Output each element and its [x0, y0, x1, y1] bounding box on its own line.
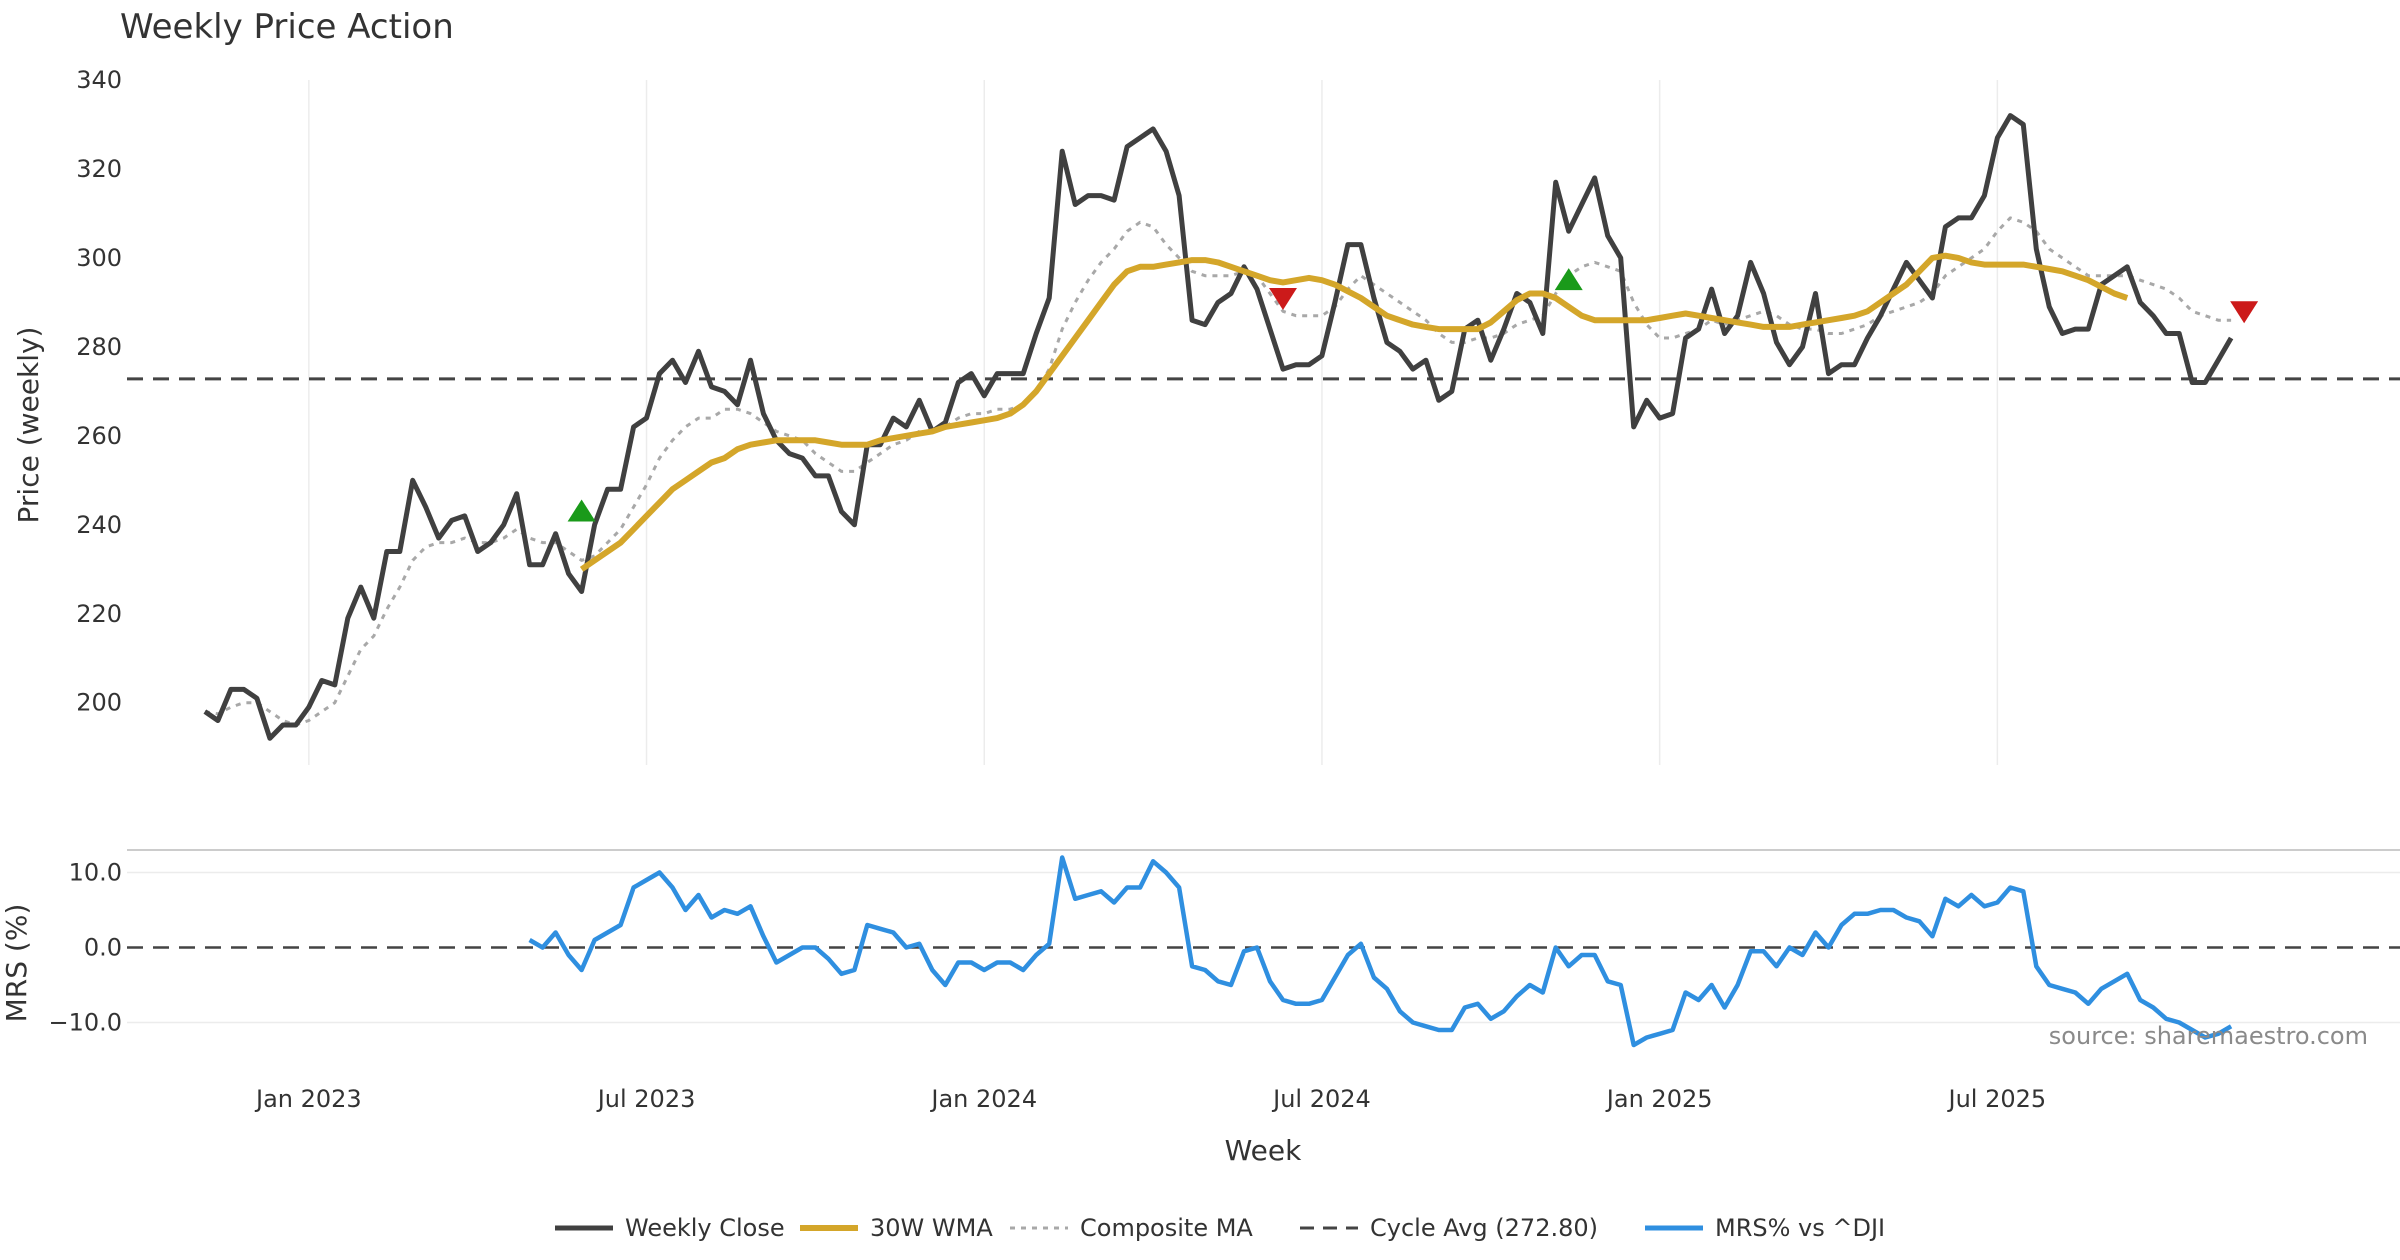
price-y-axis-label: Price (weekly) [12, 327, 45, 524]
composite-ma-line [204, 216, 2232, 727]
price-y-tick-label: 300 [76, 244, 122, 272]
mrs-y-tick-label: 10.0 [69, 859, 122, 887]
x-ticks: Jan 2023 Jul 2023 Jan 2024 Jul 2024 Jan 2025… [254, 1085, 2046, 1113]
x-tick-label: Jul 2024 [1271, 1085, 1371, 1113]
weekly-close-line [203, 113, 2234, 741]
mrs-grid [127, 871, 2400, 1024]
sell-signal-marker [2230, 301, 2259, 324]
legend-label: Cycle Avg (272.80) [1370, 1214, 1598, 1242]
x-tick-label: Jan 2023 [254, 1085, 362, 1113]
mrs-y-axis-label: MRS (%) [0, 904, 33, 1023]
x-tick-label: Jul 2023 [596, 1085, 696, 1113]
mrs-line [528, 855, 2233, 1048]
mrs-series-group [127, 855, 2400, 1048]
price-y-tick-label: 320 [76, 155, 122, 183]
price-series-group [127, 113, 2400, 741]
x-tick-label: Jan 2025 [1605, 1085, 1713, 1113]
signal-markers [567, 268, 2259, 522]
legend: Weekly Close 30W WMA Composite MA Cycle Avg… [555, 1214, 1885, 1242]
mrs-y-tick-label: −10.0 [48, 1009, 122, 1037]
price-y-tick-label: 240 [76, 511, 122, 539]
chart-title: Weekly Price Action [120, 7, 454, 47]
x-axis-label: Week [1225, 1134, 1302, 1167]
legend-label: 30W WMA [870, 1214, 993, 1242]
sell-signal-marker [1268, 287, 1297, 310]
price-y-tick-label: 200 [76, 689, 122, 717]
legend-label: Composite MA [1080, 1214, 1253, 1242]
buy-signal-marker [1554, 268, 1583, 291]
price-y-tick-label: 280 [76, 333, 122, 361]
mrs-y-ticks: 10.0 0.0 −10.0 [48, 859, 122, 1037]
legend-label: MRS% vs ^DJI [1715, 1214, 1885, 1242]
x-tick-label: Jan 2024 [929, 1085, 1037, 1113]
x-tick-label: Jul 2025 [1947, 1085, 2047, 1113]
legend-label: Weekly Close [625, 1214, 785, 1242]
price-y-tick-label: 340 [76, 66, 122, 94]
wma-30w-line [579, 252, 2129, 572]
price-y-tick-label: 260 [76, 422, 122, 450]
mrs-y-tick-label: 0.0 [84, 934, 122, 962]
price-y-ticks: 200 220 240 260 280 300 320 340 [76, 66, 122, 717]
price-y-tick-label: 220 [76, 600, 122, 628]
source-annotation: source: sharemaestro.com [2049, 1022, 2368, 1050]
buy-signal-marker [567, 499, 596, 522]
